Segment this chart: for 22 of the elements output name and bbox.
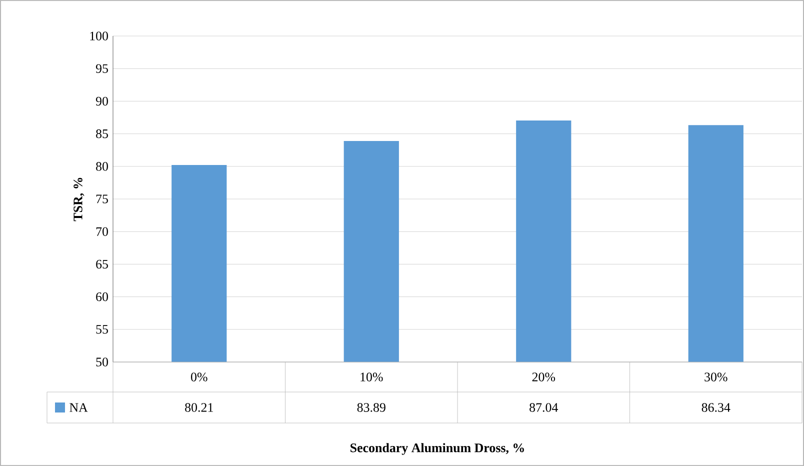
data-label: 83.89 xyxy=(357,403,386,412)
data-label: 87.04 xyxy=(530,403,558,412)
y-tick-label: 65 xyxy=(96,260,108,269)
x-tick-label: 30% xyxy=(704,372,728,382)
y-tick-label: 85 xyxy=(96,129,108,138)
y-tick-label: 55 xyxy=(96,325,108,334)
x-tick-label: 20% xyxy=(532,372,556,382)
y-tick-label: 90 xyxy=(96,96,108,106)
y-tick-label: 100 xyxy=(90,32,108,40)
data-label: 80.21 xyxy=(185,403,213,412)
y-tick-label: 95 xyxy=(96,64,108,73)
x-tick-label: 0% xyxy=(190,372,208,382)
y-tick-label: 50 xyxy=(96,358,108,366)
y-tick-label: 60 xyxy=(96,292,108,302)
x-tick-label: 10% xyxy=(360,372,383,382)
data-label: 86.34 xyxy=(702,403,730,412)
legend-label: NA xyxy=(70,403,88,412)
x-axis-title: Secondary Aluminum Dross, % xyxy=(350,443,524,455)
y-tick-label: 75 xyxy=(96,194,108,204)
y-tick-label: 80 xyxy=(96,162,108,171)
y-tick-label: 70 xyxy=(96,227,108,236)
y-axis-title: TSR, % xyxy=(74,178,84,222)
